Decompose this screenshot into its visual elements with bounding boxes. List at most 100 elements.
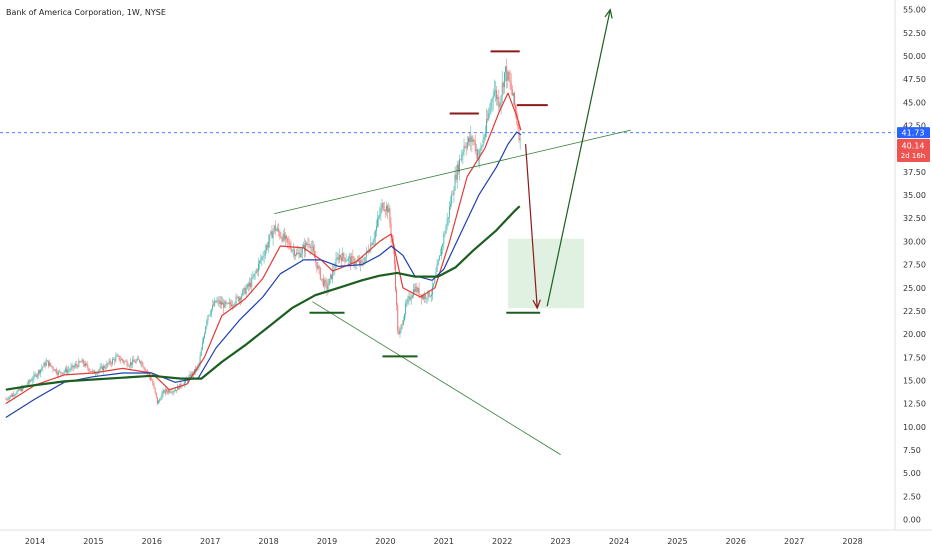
candle-body [343, 253, 345, 258]
candle-body [54, 369, 56, 371]
candle-body [479, 150, 481, 159]
candle-body [164, 389, 166, 393]
candle-body [455, 174, 457, 180]
candle-body [307, 243, 309, 246]
candle-body [217, 300, 219, 301]
candle-body [83, 364, 85, 366]
current-price-tag-bg [897, 139, 930, 162]
candle-body [163, 390, 165, 393]
candle-body [371, 243, 373, 245]
candle-body [408, 296, 410, 299]
candle-body [502, 82, 504, 88]
candle-body [313, 246, 314, 252]
candle-body [400, 324, 402, 330]
candle-body [288, 241, 290, 243]
candle-body [301, 247, 303, 254]
candle-body [259, 261, 261, 264]
candle-body [58, 371, 60, 375]
candle-body [241, 295, 243, 300]
candle-body [453, 190, 455, 196]
candle-body [437, 260, 439, 265]
time-tick-label: 2018 [258, 537, 278, 546]
candle-body [473, 139, 475, 142]
candle-body [447, 217, 449, 219]
candle-body [203, 337, 204, 343]
candle-body [334, 268, 336, 271]
candle-body [344, 257, 346, 262]
candle-body [390, 222, 392, 236]
candle-body [496, 90, 498, 100]
candle-body [218, 300, 220, 305]
candle-body [515, 105, 517, 112]
candle-body [444, 233, 446, 235]
candle-body [57, 373, 58, 375]
candle-body [208, 315, 210, 316]
plot-area[interactable] [0, 8, 895, 455]
candle-body [27, 380, 29, 385]
candle-body [123, 360, 125, 363]
candle-body [309, 245, 311, 249]
candle-body [469, 137, 471, 143]
candle-body [199, 355, 201, 364]
candle-body [426, 298, 428, 299]
candle-body [268, 241, 270, 248]
candle-body [219, 301, 221, 305]
candle-body [39, 370, 40, 374]
candle-body [456, 164, 458, 180]
candle-body [451, 194, 453, 205]
candle-body [264, 250, 266, 256]
candle-body [90, 371, 92, 372]
time-tick-label: 2024 [609, 537, 629, 546]
candle-body [209, 313, 211, 316]
candle-body [432, 286, 434, 295]
candle-body [383, 209, 385, 211]
candle-body [140, 361, 142, 364]
candle-body [9, 395, 11, 398]
candle-body [236, 296, 238, 298]
candle-body [155, 392, 157, 398]
ma_slow-line [5, 205, 521, 391]
candle-body [12, 394, 13, 397]
candle-body [53, 369, 55, 371]
arrow-shaft-1 [524, 144, 538, 309]
price-tick-label: 10.00 [903, 423, 926, 432]
candle-body [510, 82, 512, 90]
target-zone-box [508, 238, 584, 309]
price-tick-label: 42.50 [903, 122, 926, 131]
candle-body [475, 149, 477, 152]
candle-body [481, 145, 483, 148]
candle-body [374, 230, 376, 239]
candle-body [201, 342, 203, 350]
candle-body [233, 305, 235, 306]
candle-body [483, 136, 485, 140]
candle-body [160, 399, 162, 400]
candle-body [237, 296, 239, 301]
price-axis-panel[interactable] [895, 0, 932, 530]
candle-body [81, 359, 83, 363]
candle-body [422, 295, 423, 299]
arrow-head-1 [532, 299, 541, 310]
candle-body [226, 302, 228, 304]
candle-body [124, 361, 126, 363]
candle-body [165, 389, 167, 392]
candle-body [87, 364, 89, 369]
candle-body [493, 91, 495, 96]
candle-body [98, 369, 100, 372]
candle-body [283, 233, 285, 240]
candle-body [462, 152, 464, 155]
candle-body [131, 362, 133, 365]
candle-body [349, 256, 350, 258]
candle-body [461, 154, 463, 160]
candle-body [269, 234, 271, 242]
candle-body [112, 359, 113, 364]
candle-body [517, 119, 519, 128]
candle-body [331, 274, 332, 279]
candle-body [128, 365, 130, 367]
candle-body [172, 391, 174, 393]
candle-body [430, 294, 432, 297]
candle-body [183, 382, 185, 386]
candle-body [378, 216, 380, 220]
candle-body [174, 390, 176, 392]
candle-body [402, 320, 404, 325]
